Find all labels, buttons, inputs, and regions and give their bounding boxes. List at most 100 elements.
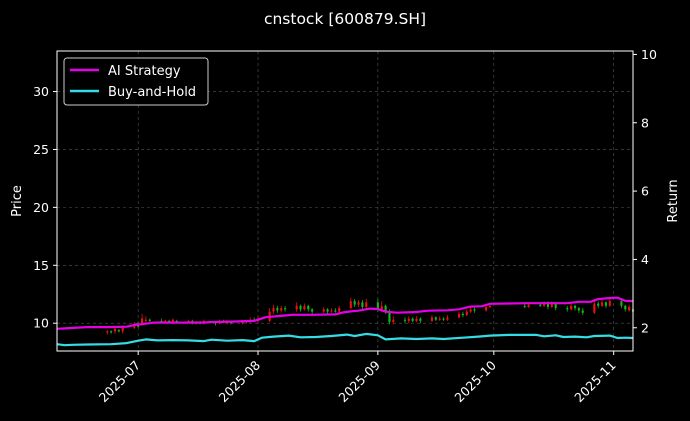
candle-up [113, 327, 117, 334]
candle-body [438, 318, 441, 320]
candle-body [353, 301, 356, 305]
candle-body [407, 318, 410, 321]
candle-body [380, 305, 383, 310]
candle-up [272, 304, 275, 314]
candle-body [419, 318, 422, 321]
candle-body [117, 330, 120, 332]
candle-down [353, 298, 356, 307]
candle-down [577, 306, 580, 313]
candle-body [326, 309, 329, 312]
right-tick-label: 2 [641, 320, 649, 335]
candle-body [543, 303, 546, 306]
candle-body [620, 301, 623, 306]
candle-body [276, 308, 279, 311]
candle-body [388, 311, 391, 323]
candle-body [411, 318, 414, 321]
candle-body [473, 309, 476, 311]
candle-body [365, 302, 368, 307]
candle-body [338, 308, 341, 312]
candle-body [311, 309, 314, 312]
candle-body [573, 305, 577, 309]
candle-body [577, 308, 580, 311]
candle-up [465, 309, 468, 317]
left-tick-label: 15 [33, 258, 49, 273]
candle-body [566, 308, 569, 310]
candle-body [175, 320, 178, 323]
candle-body [121, 327, 124, 332]
candle-up [357, 300, 360, 307]
candle-body [384, 305, 387, 312]
left-tick-label: 20 [33, 200, 49, 215]
candle-down [307, 304, 310, 312]
candle-up [330, 308, 333, 313]
candle-up [608, 298, 611, 307]
candle-body [430, 317, 434, 321]
candle-body [164, 320, 167, 323]
candle-down [311, 308, 314, 314]
candle-body [461, 313, 464, 316]
candle-down [110, 330, 113, 334]
candle-down [604, 301, 608, 309]
candle-body [488, 305, 492, 307]
candle-body [597, 303, 600, 306]
candle-up [601, 300, 604, 307]
candle-up [438, 316, 441, 321]
candle-down [148, 318, 151, 323]
candle-up [570, 303, 573, 311]
candle-up [415, 316, 418, 323]
chart-title: cnstock [600879.SH] [264, 10, 426, 28]
candle-up [338, 305, 341, 313]
ai-strategy-line [56, 296, 634, 330]
candle-up [322, 306, 325, 313]
candle-up [144, 316, 147, 324]
candle-body [539, 304, 542, 306]
candle-body [299, 305, 302, 310]
candle-up [280, 305, 283, 313]
candle-down [361, 300, 364, 310]
candle-down [573, 304, 577, 311]
candle-down [419, 317, 422, 324]
candle-body [608, 301, 611, 306]
candle-body [392, 319, 395, 323]
candle-body [523, 305, 526, 307]
candle-body [171, 319, 175, 324]
candle-body [434, 317, 437, 320]
candle-body [570, 305, 573, 310]
right-tick-label: 4 [641, 252, 649, 267]
candle-up [457, 311, 461, 319]
right-tick-label: 8 [641, 115, 649, 130]
left-axis-label: Price [10, 185, 25, 217]
candle-up [430, 315, 434, 323]
candle-body [581, 310, 584, 313]
candle-body [415, 318, 418, 321]
right-axis: 2 4 6 8 10 [633, 47, 657, 335]
candle-body [628, 306, 631, 311]
left-tick-label: 25 [33, 142, 49, 157]
candle-up [407, 316, 410, 324]
candle-down [276, 305, 279, 313]
candle-body [403, 319, 406, 321]
candle-body [272, 308, 275, 312]
candle-down [566, 305, 569, 312]
candle-down [473, 306, 476, 313]
candle-body [148, 319, 151, 321]
legend: AI Strategy Buy-and-Hold [63, 57, 209, 106]
candle-body [593, 303, 596, 313]
candle-body [349, 301, 352, 309]
candle-body [485, 306, 488, 311]
candle-body [160, 320, 163, 323]
candle-body [280, 308, 283, 311]
candle-body [376, 302, 379, 310]
candle-body [624, 305, 627, 310]
candle-down [442, 317, 445, 321]
right-tick-label: 6 [641, 184, 649, 199]
candle-body [284, 308, 287, 310]
candle-down [461, 311, 464, 318]
candle-down [299, 304, 302, 312]
candle-down [434, 316, 437, 321]
candle-down [334, 308, 337, 313]
candle-up [295, 302, 298, 312]
left-axis: 10 15 20 25 30 [33, 84, 57, 331]
candle-body [187, 320, 190, 323]
candle-down [403, 317, 406, 324]
